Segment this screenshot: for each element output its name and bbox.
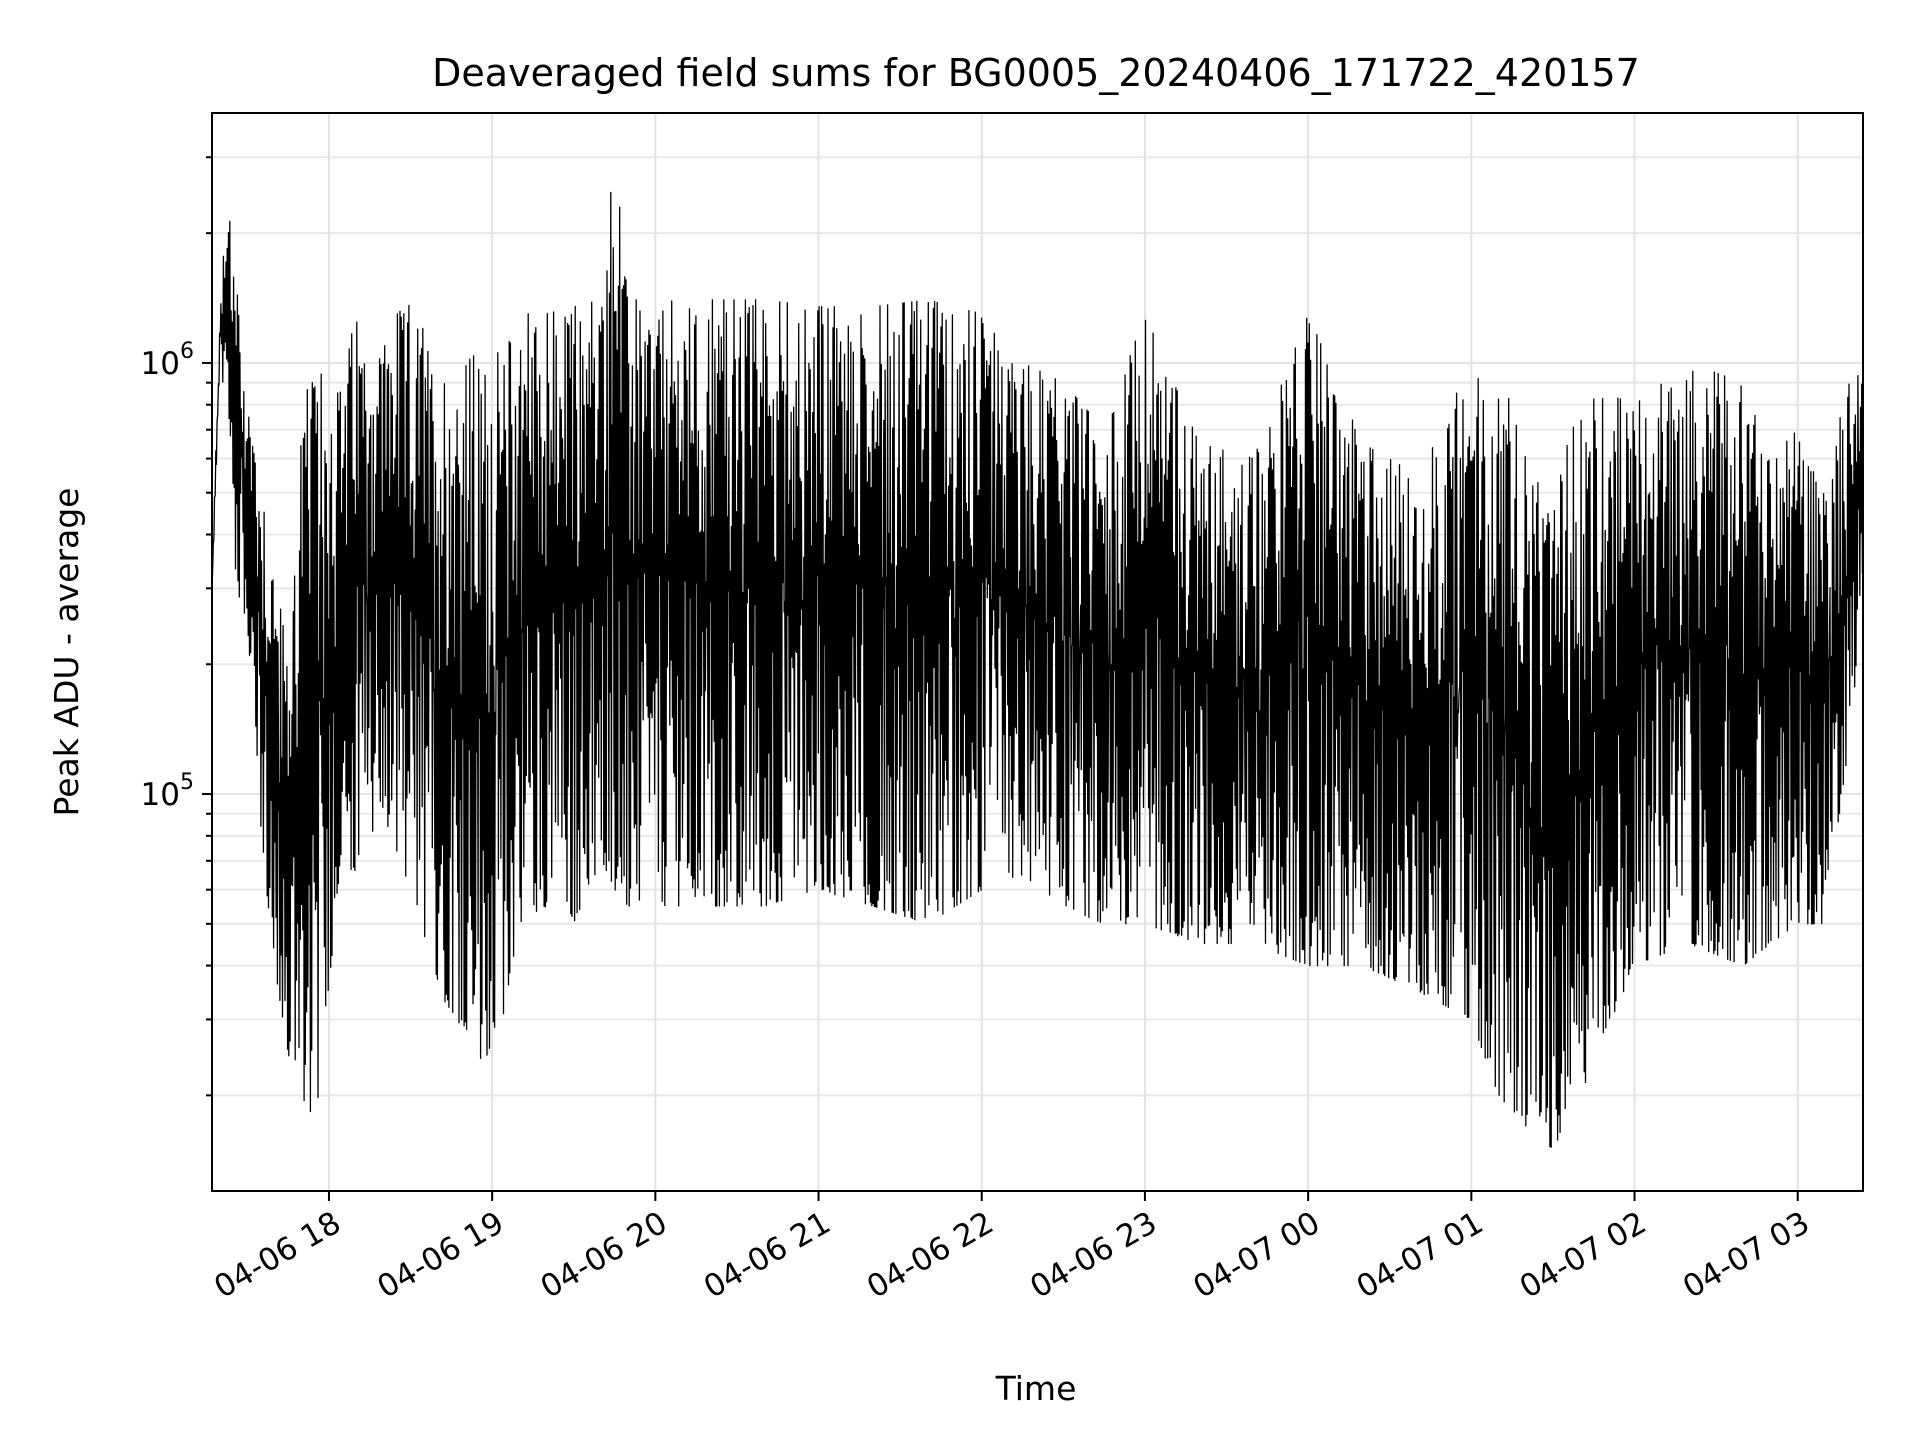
x-axis: 04-06 18 04-06 19 04-06 20 04-06 21 04-06 22…: [208, 1191, 1816, 1306]
x-tick-label: 04-07 02: [1514, 1205, 1653, 1306]
y-axis-label: Peak ADU - average: [47, 488, 86, 817]
x-tick-label: 04-06 23: [1024, 1205, 1163, 1306]
x-tick-label: 04-06 18: [208, 1205, 347, 1306]
x-tick-label: 04-06 19: [371, 1205, 510, 1306]
x-tick-label: 04-06 22: [861, 1205, 1000, 1306]
x-tick-label: 04-07 00: [1187, 1205, 1326, 1306]
chart-title: Deaveraged field sums for BG0005_2024040…: [432, 51, 1640, 95]
y-tick-label: 105: [141, 770, 194, 813]
series-line: [211, 191, 1864, 1148]
y-tick-exponent: 6: [180, 339, 194, 364]
x-tick-label: 04-07 01: [1351, 1205, 1490, 1306]
y-tick-label: 106: [141, 339, 194, 382]
y-tick-base: 10: [141, 777, 180, 813]
y-tick-base: 10: [141, 346, 180, 382]
y-tick-exponent: 5: [180, 770, 194, 795]
plot-frame: [211, 112, 1864, 1192]
x-tick-label: 04-06 20: [535, 1205, 674, 1306]
x-tick-label: 04-07 03: [1677, 1205, 1816, 1306]
x-tick-label: 04-06 21: [698, 1205, 837, 1306]
x-axis-label: Time: [995, 1369, 1077, 1408]
